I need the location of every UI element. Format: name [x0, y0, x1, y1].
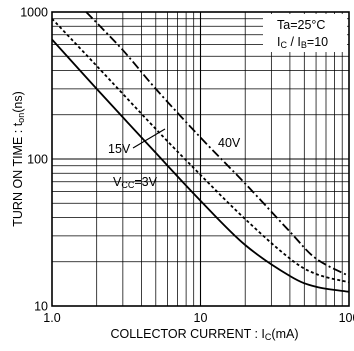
series-label-vcc-value: =3V [134, 175, 157, 189]
y-axis-label: TURN ON TIME : ton(ns) [11, 91, 26, 226]
series-label-15v-leader [132, 128, 166, 149]
x-tick-label: 100 [339, 311, 354, 325]
y-axis-label-sub: on [16, 113, 26, 123]
legend-ic-sub: C [280, 40, 287, 50]
legend-ib-sub: B [301, 40, 307, 50]
legend-temperature: Ta=25°C [277, 18, 325, 32]
series-label-vcc-letter: V [113, 175, 122, 189]
series-label-vcc-sub: CC [121, 180, 134, 190]
x-axis-label: COLLECTOR CURRENT : IC(mA) [110, 327, 298, 342]
series-line-2 [51, 18, 350, 284]
series-label-15v: 15V [108, 142, 131, 156]
y-tick-label: 1000 [20, 6, 48, 20]
series-line-1 [51, 38, 350, 293]
y-tick-label: 10 [34, 300, 48, 314]
y-axis-label-unit: (ns) [11, 91, 25, 113]
grid-lines [52, 12, 349, 306]
x-tick-label: 10 [194, 311, 208, 325]
legend-ratio-value: =10 [307, 35, 328, 49]
y-tick-label: 100 [27, 153, 48, 167]
series-label-vcc-3v: VCC=3V [113, 175, 158, 190]
x-tick-label: 1.0 [43, 311, 60, 325]
series-label-40v: 40V [218, 136, 241, 150]
series-labels: VCC=3V 15V 40V [108, 128, 241, 190]
series-lines [51, 11, 350, 293]
legend-ic-letter: I [277, 35, 280, 49]
x-axis-label-main: COLLECTOR CURRENT : I [110, 327, 264, 341]
y-axis-label-main: TURN ON TIME : t [11, 122, 25, 226]
legend-box: Ta=25°C IC / IB=10 [263, 14, 347, 52]
legend-ib-letter: / I [287, 35, 301, 49]
x-axis-label-unit: (mA) [271, 327, 298, 341]
legend-background [263, 14, 347, 52]
plot-frame [51, 11, 350, 307]
x-axis-label-sub: C [265, 332, 272, 342]
legend-current-ratio: IC / IB=10 [277, 35, 328, 50]
